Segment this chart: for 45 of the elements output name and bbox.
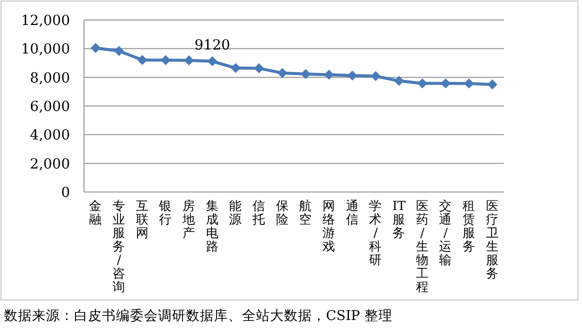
source-note: 数据来源：白皮书编委会调研数据库、全站大数据，CSIP 整理 bbox=[4, 308, 392, 324]
data-label: 9120 bbox=[194, 37, 230, 54]
point bbox=[487, 80, 498, 90]
point bbox=[417, 78, 428, 88]
point bbox=[90, 42, 101, 53]
x-tick-label: 信托 bbox=[252, 198, 266, 226]
y-tick-label: 10,000 bbox=[21, 42, 70, 58]
point bbox=[184, 55, 194, 66]
x-tick-label: 租赁服务 bbox=[462, 198, 476, 254]
point bbox=[324, 70, 334, 80]
x-tick-label: 网络游戏 bbox=[322, 198, 336, 254]
x-tick-label: 医药/生物工程 bbox=[416, 198, 429, 294]
point bbox=[160, 55, 171, 66]
point bbox=[370, 71, 381, 82]
y-tick-label: 6,000 bbox=[30, 99, 70, 115]
point bbox=[254, 63, 264, 74]
point bbox=[300, 69, 311, 80]
x-tick-label: 金融 bbox=[89, 198, 102, 226]
x-tick-label: 房地产 bbox=[182, 198, 196, 240]
point bbox=[277, 68, 288, 78]
y-tick-label: 8,000 bbox=[30, 70, 70, 86]
x-tick-label: 互联网 bbox=[136, 198, 149, 240]
point bbox=[230, 63, 241, 74]
point bbox=[114, 46, 124, 56]
x-tick-label: 医疗卫生服务 bbox=[486, 198, 499, 280]
point bbox=[137, 54, 148, 65]
x-tick-label: 交通/运输 bbox=[439, 198, 452, 267]
y-tick-label: 4,000 bbox=[30, 128, 70, 144]
point bbox=[464, 78, 474, 88]
point bbox=[394, 76, 404, 86]
x-tick-label: 能源 bbox=[229, 198, 242, 226]
y-tick-label: 0 bbox=[61, 185, 70, 201]
point bbox=[440, 78, 451, 88]
x-tick-label: 航空 bbox=[299, 198, 312, 226]
x-tick-label: IT服务 bbox=[392, 198, 406, 240]
y-tick-label: 12,000 bbox=[21, 13, 70, 29]
x-tick-label: 保险 bbox=[276, 198, 289, 226]
x-tick-label: 通信 bbox=[346, 198, 359, 226]
y-tick-label: 2,000 bbox=[30, 156, 70, 172]
x-tick-label: 集成电路 bbox=[206, 198, 219, 254]
x-tick-label: 银行 bbox=[158, 198, 172, 226]
x-tick-label: 学术/科研 bbox=[369, 198, 382, 267]
point bbox=[347, 70, 358, 80]
point bbox=[207, 56, 218, 66]
x-tick-label: 专业服务/咨询 bbox=[112, 198, 126, 294]
